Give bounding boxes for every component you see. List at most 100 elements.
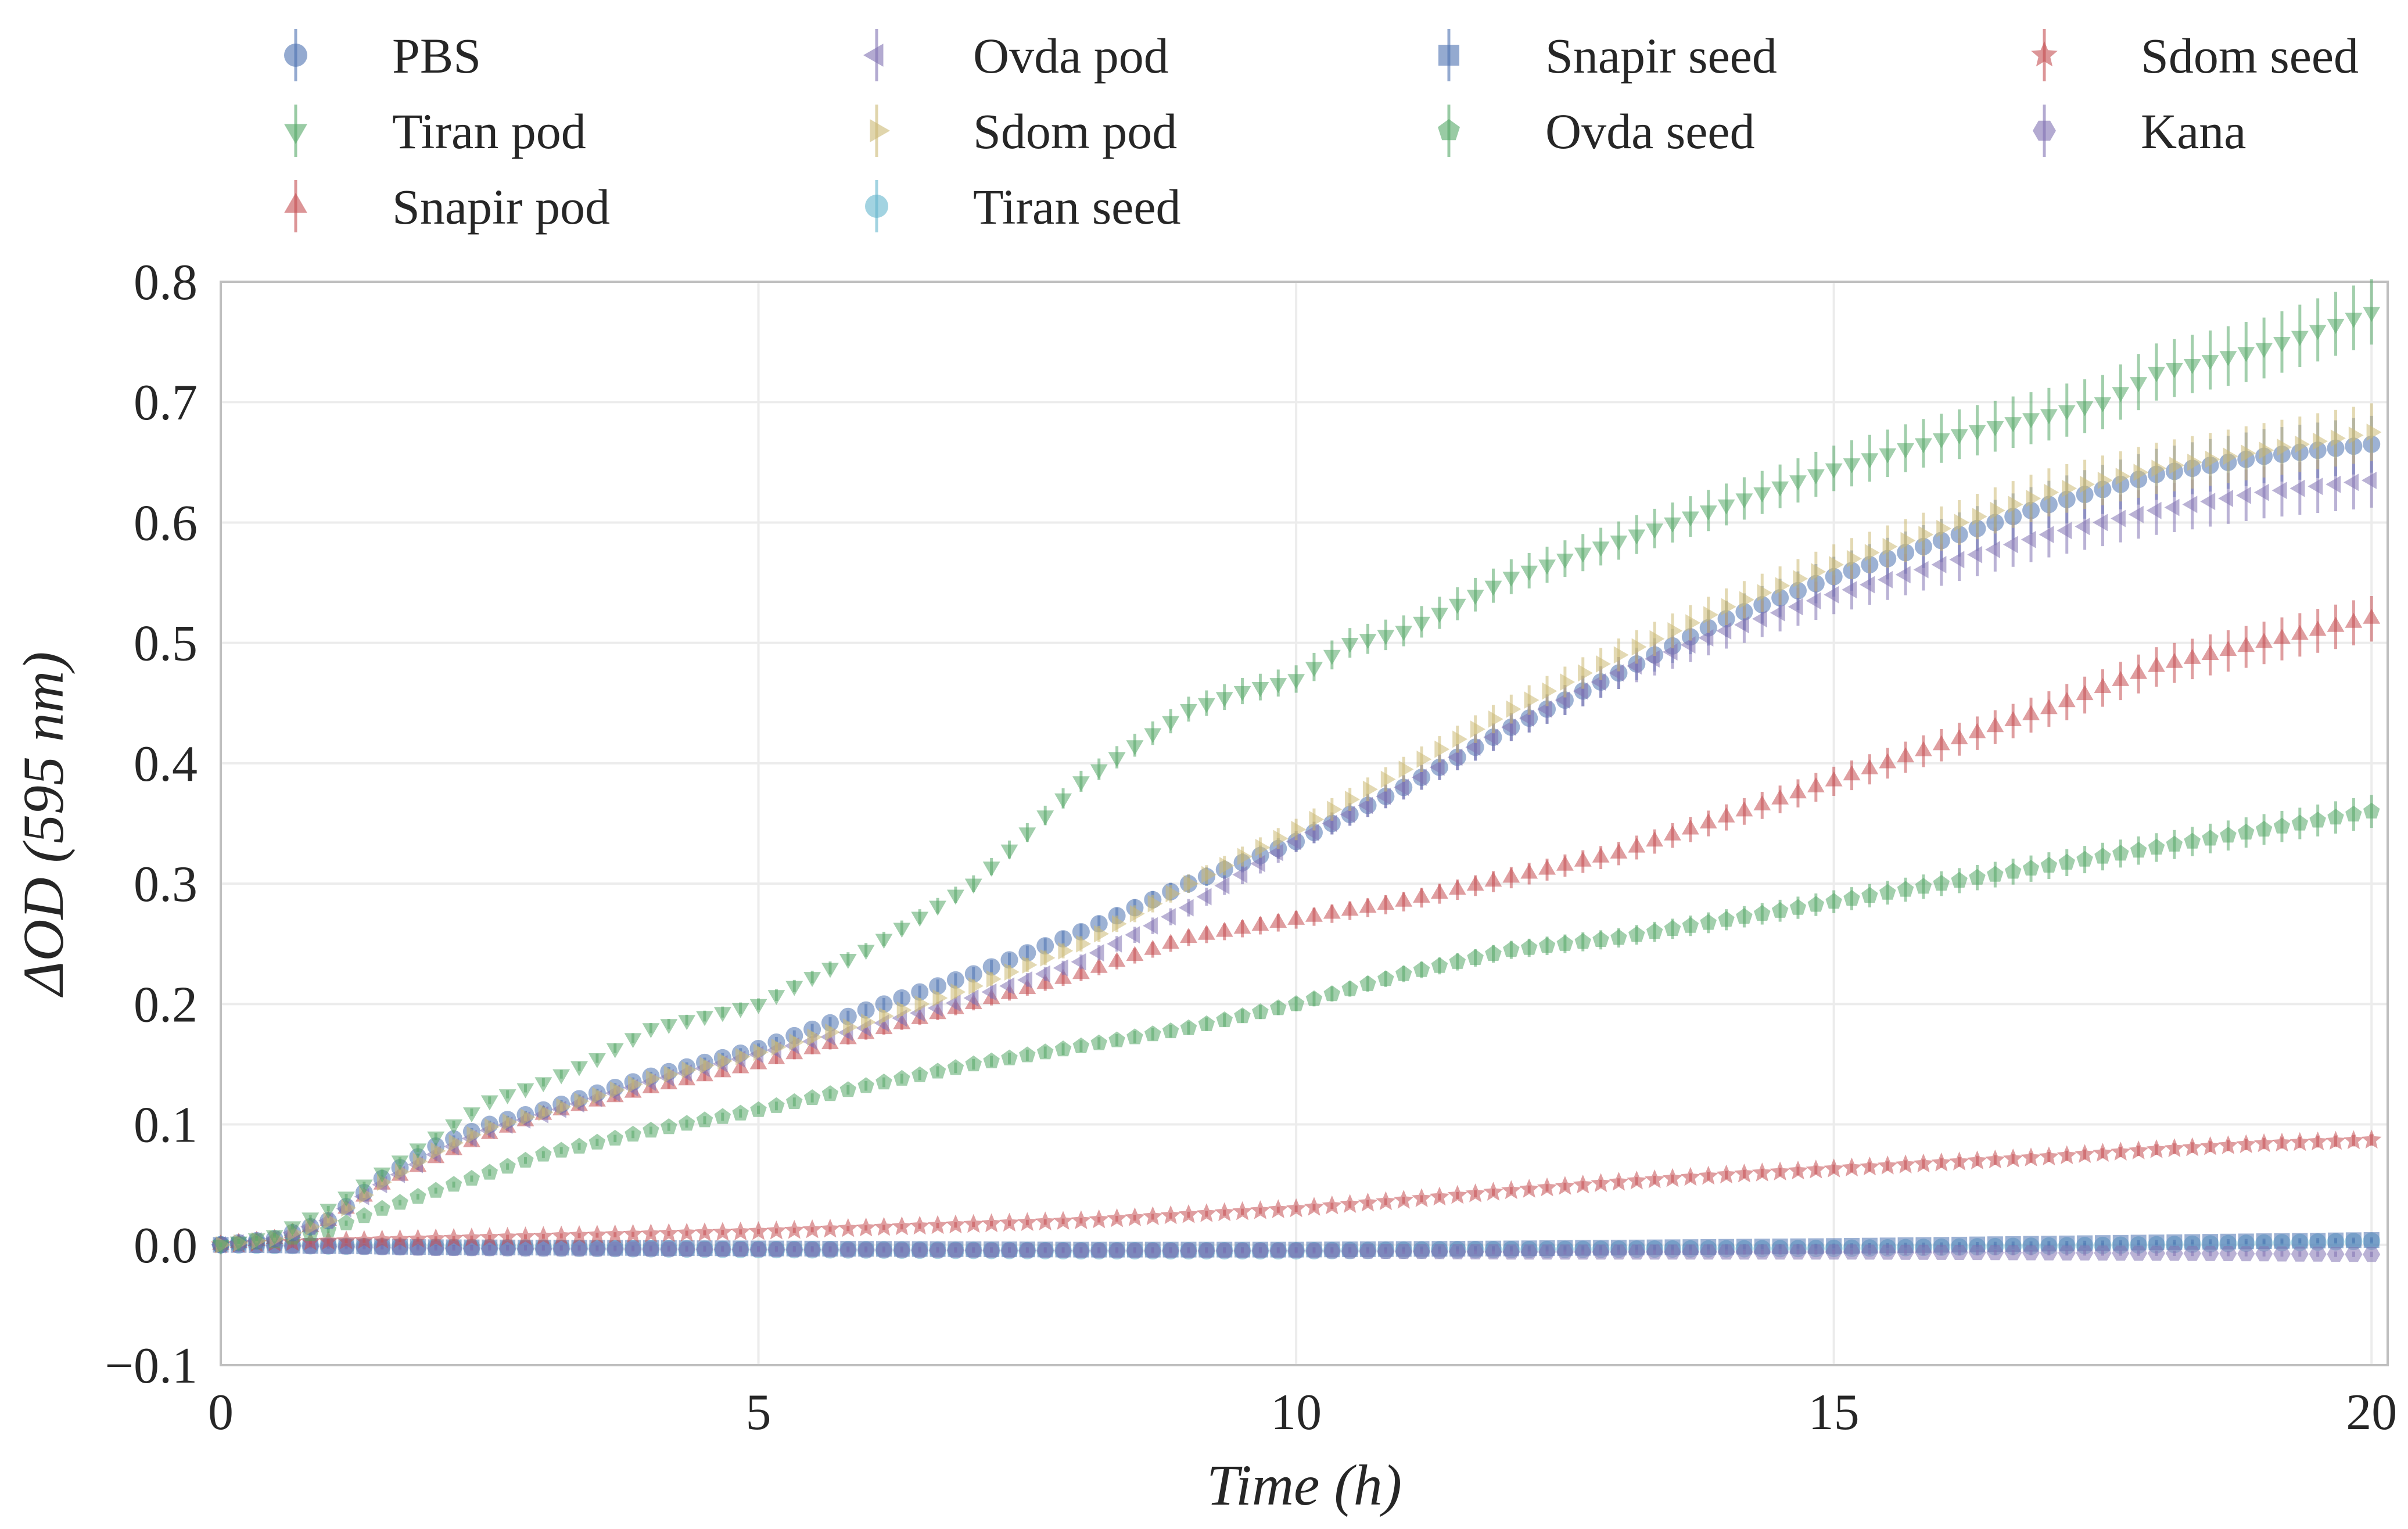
data-point: [1000, 1243, 1018, 1258]
data-point: [2273, 817, 2291, 834]
data-point: [1416, 751, 1432, 768]
data-point: [1466, 875, 1484, 891]
data-point: [1882, 537, 1898, 555]
data-point: [1843, 765, 1861, 781]
legend-marker: [1438, 119, 1460, 141]
data-point: [1018, 827, 1036, 843]
data-point: [1287, 1243, 1305, 1259]
data-point: [786, 1093, 803, 1109]
data-point: [785, 1242, 803, 1258]
legend-entry: PBS: [284, 28, 481, 84]
data-point: [1108, 752, 1126, 767]
data-point: [1716, 622, 1732, 640]
data-point: [1485, 945, 1502, 961]
data-point: [2004, 711, 2022, 726]
data-point: [731, 1242, 749, 1257]
data-point: [1269, 913, 1287, 928]
data-point: [2003, 1148, 2023, 1168]
data-point: [1502, 572, 1520, 587]
data-point: [1968, 425, 1986, 440]
data-point: [212, 1240, 229, 1255]
data-point: [2076, 850, 2093, 867]
data-point: [1304, 1197, 1325, 1216]
data-point: [2255, 633, 2273, 648]
data-point: [2039, 1146, 2059, 1166]
data-point: [893, 923, 911, 938]
data-point: [2274, 1233, 2290, 1249]
data-point: [2022, 705, 2040, 720]
data-point: [1143, 917, 1158, 935]
data-point: [1143, 1206, 1163, 1225]
data-point: [1305, 990, 1323, 1006]
data-point: [1951, 871, 1968, 888]
data-point: [2345, 313, 2363, 328]
data-point: [1144, 1025, 1161, 1042]
data-point: [678, 1015, 696, 1031]
data-point: [1071, 1210, 1091, 1229]
data-point: [2183, 649, 2201, 664]
data-point: [731, 1003, 749, 1018]
data-point: [1717, 499, 1735, 515]
data-point: [2128, 505, 2144, 523]
data-point: [1090, 1243, 1108, 1259]
data-point: [1467, 949, 1484, 965]
data-point: [1736, 908, 1753, 924]
data-point: [1610, 1244, 1628, 1260]
data-point: [2040, 1245, 2058, 1261]
data-point: [1698, 1165, 1718, 1185]
y-tick-label: 0.5: [134, 616, 198, 672]
data-point: [498, 1241, 516, 1257]
data-point: [1377, 1244, 1395, 1259]
data-point: [1108, 952, 1126, 967]
data-point: [2057, 1145, 2077, 1164]
data-point: [538, 1103, 554, 1121]
data-point: [843, 1018, 859, 1036]
data-point: [1197, 1243, 1215, 1259]
data-point: [1180, 1243, 1197, 1259]
data-point: [1040, 949, 1056, 967]
data-point: [2237, 347, 2255, 362]
data-point: [1286, 1198, 1307, 1218]
data-point: [2220, 827, 2237, 843]
data-point: [1250, 1200, 1271, 1219]
data-point: [1662, 1168, 1683, 1187]
data-point: [1250, 855, 1265, 873]
data-point: [2363, 609, 2381, 624]
data-point: [1270, 999, 1287, 1015]
data-point: [1537, 1177, 1558, 1197]
data-point: [1305, 1243, 1323, 1259]
data-point: [785, 981, 803, 996]
data-point: [2183, 359, 2201, 374]
data-point: [1627, 1171, 1647, 1190]
data-point: [663, 1065, 679, 1083]
legend-marker: [865, 195, 888, 218]
data-point: [1107, 1208, 1127, 1227]
legend-label: Tiran pod: [392, 103, 586, 159]
data-point: [445, 1119, 462, 1135]
data-point: [749, 1242, 767, 1258]
data-point: [1628, 926, 1645, 942]
data-point: [1538, 859, 1556, 875]
data-point: [2169, 457, 2185, 474]
data-point: [1913, 561, 1929, 579]
data-point: [1089, 944, 1104, 962]
series-tiran-pod: [212, 279, 2381, 1255]
data-point: [1358, 1192, 1378, 1212]
series-kana: [212, 1237, 2381, 1262]
data-point: [2022, 860, 2040, 876]
y-tick-label: 0.6: [134, 495, 198, 551]
data-point: [1484, 580, 1502, 596]
data-point: [1180, 1019, 1197, 1035]
data-point: [678, 1241, 696, 1257]
data-point: [981, 1213, 1002, 1233]
data-point: [1771, 902, 1789, 918]
data-point: [1807, 777, 1825, 792]
data-point: [1897, 747, 1914, 763]
data-point: [1573, 1174, 1593, 1194]
data-point: [2040, 699, 2058, 715]
data-point: [338, 1191, 355, 1207]
data-point: [803, 1089, 821, 1106]
data-point: [408, 1229, 428, 1248]
data-point: [1214, 1202, 1234, 1222]
data-point: [946, 1243, 964, 1258]
